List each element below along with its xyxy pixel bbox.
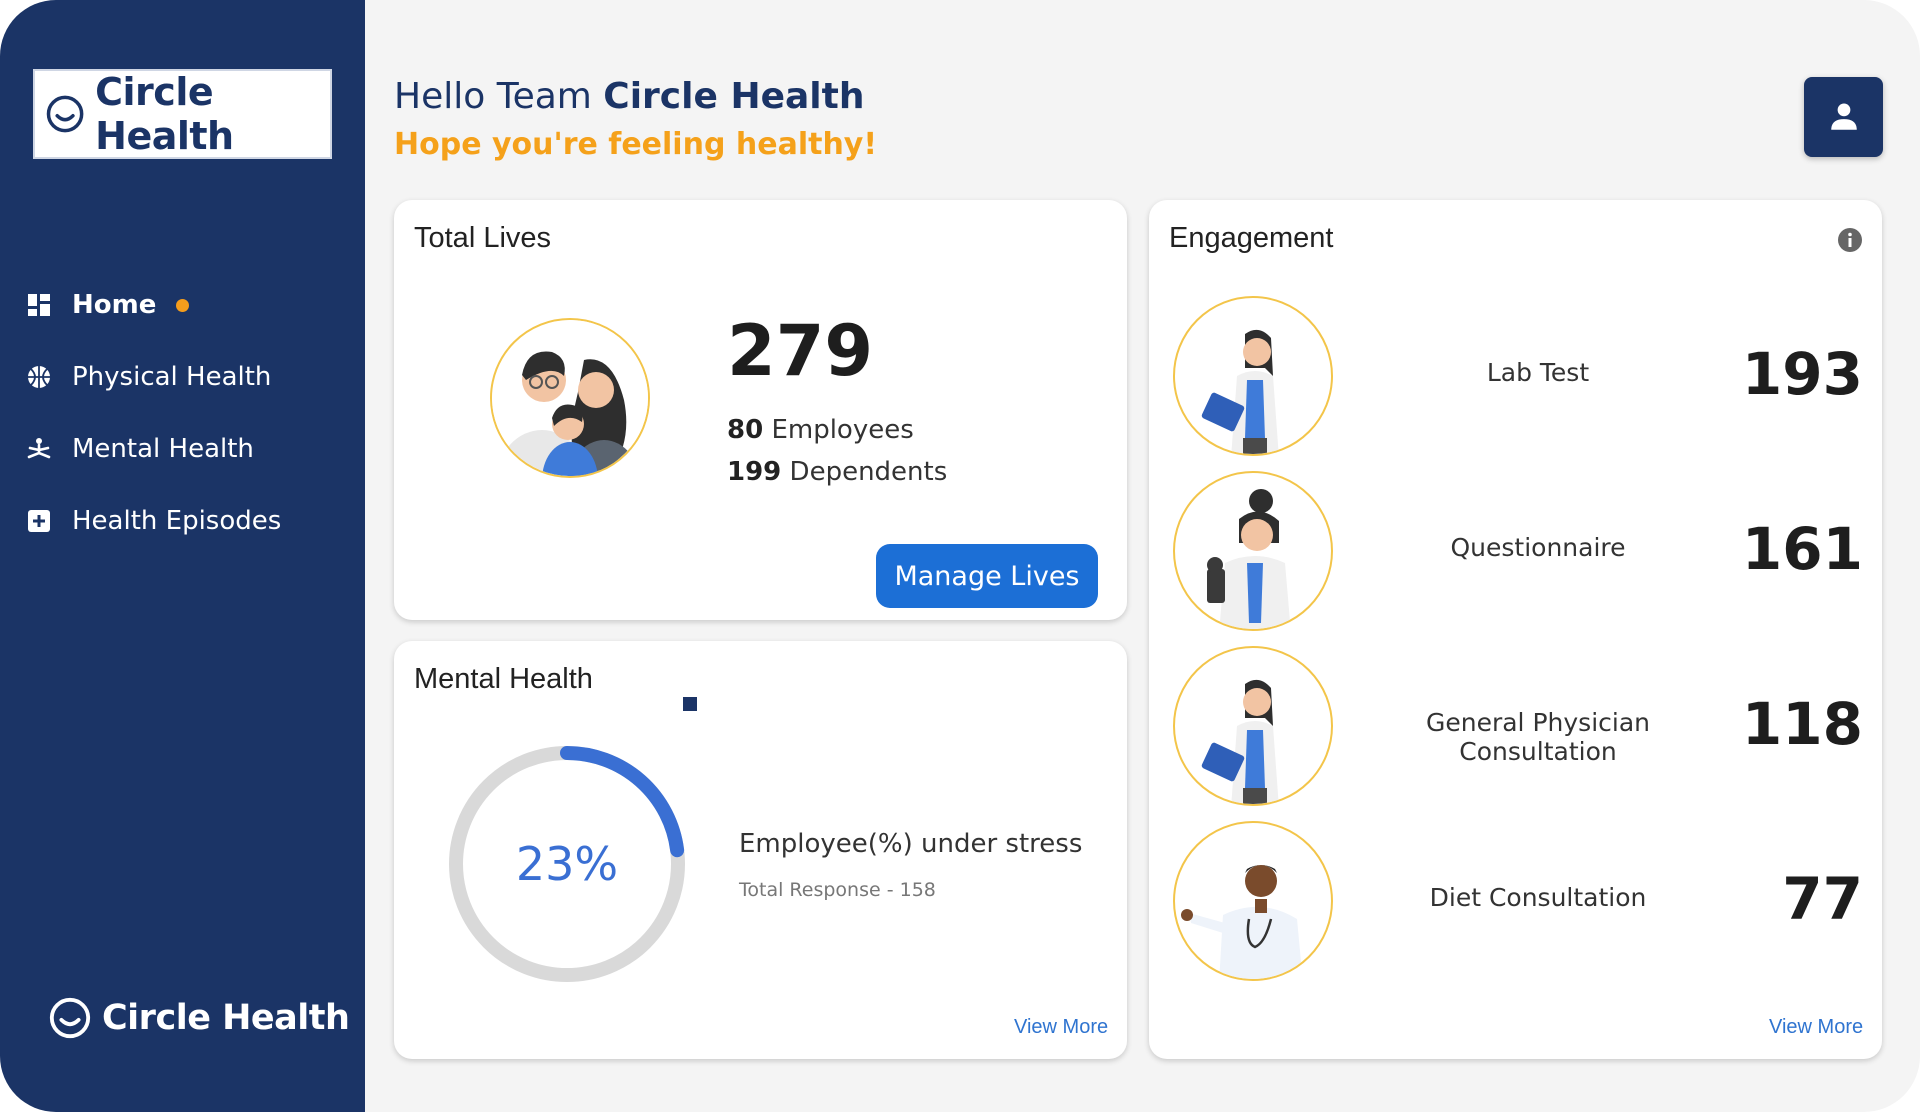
engagement-value: 161 [1741, 515, 1863, 583]
engagement-value: 77 [1782, 865, 1863, 933]
dependents-count: 199 [727, 457, 782, 487]
page-subtitle: Hope you're feeling healthy! [394, 127, 878, 162]
page-greeting: Hello Team Circle Health [394, 76, 864, 117]
manage-lives-button[interactable]: Manage Lives [876, 544, 1098, 608]
engagement-label: Lab Test [1486, 358, 1590, 387]
sidebar-item-label: Mental Health [72, 434, 254, 464]
dashboard-icon [26, 292, 52, 318]
meditation-icon [26, 436, 52, 462]
engagement-label: General Physician Consultation [1425, 708, 1650, 766]
active-indicator-dot [176, 298, 190, 312]
engagement-row-questionnaire: Questionnaire 161 [1173, 471, 1863, 631]
card-title: Mental Health [414, 663, 593, 695]
card-title: Total Lives [414, 222, 552, 254]
basketball-icon [26, 364, 52, 390]
doctor-clipboard-illustration [1173, 646, 1333, 806]
greeting-team-name: Circle Health [603, 76, 865, 117]
sidebar-item-label: Home [72, 290, 157, 320]
sidebar-item-physical-health[interactable]: Physical Health [26, 357, 356, 397]
doctor-clipboard-illustration [1173, 296, 1333, 456]
footer-brand-logo: Circle Health [48, 996, 350, 1040]
legend-marker [683, 697, 697, 711]
sidebar-nav: Home Physical Health Mental Health Hea [26, 285, 356, 573]
user-icon [1830, 103, 1857, 130]
mental-health-card: Mental Health 23% Employee(%) under stre… [394, 641, 1127, 1059]
smile-logo-icon [49, 997, 91, 1039]
sidebar-item-health-episodes[interactable]: Health Episodes [26, 501, 356, 541]
employees-label: Employees [771, 415, 914, 445]
card-title: Engagement [1169, 222, 1334, 254]
greeting-prefix: Hello Team [394, 76, 592, 117]
sidebar-item-label: Physical Health [72, 362, 272, 392]
stress-percent-label: 23% [515, 837, 619, 891]
brand-logo[interactable]: Circle Health [33, 69, 332, 159]
smile-logo-icon [46, 95, 84, 133]
engagement-row-lab-test: Lab Test 193 [1173, 296, 1863, 456]
stress-donut-chart [449, 746, 685, 982]
engagement-label: Questionnaire [1450, 533, 1626, 562]
engagement-value: 118 [1741, 690, 1863, 758]
sidebar: Circle Health Home Physical Health [0, 0, 365, 1112]
total-lives-count: 279 [727, 310, 874, 392]
stress-metric-label: Employee(%) under stress [739, 829, 1083, 859]
engagement-label: Diet Consultation [1429, 883, 1647, 912]
brand-name: Circle Health [95, 70, 234, 158]
sidebar-item-home[interactable]: Home [26, 285, 356, 325]
plus-box-icon [26, 508, 52, 534]
footer-brand-name: Circle Health [102, 998, 350, 1038]
engagement-value: 193 [1741, 340, 1863, 408]
total-response-label: Total Response - 158 [739, 879, 936, 901]
dependents-label: Dependents [789, 457, 948, 487]
profile-button[interactable] [1804, 77, 1883, 157]
info-icon[interactable] [1837, 227, 1863, 253]
engagement-row-general-physician-consultation: General Physician Consultation 118 [1173, 646, 1863, 806]
donut-progress-arc [449, 746, 685, 982]
engagement-card: Engagement Lab Test 193 [1149, 200, 1882, 1059]
sidebar-item-label: Health Episodes [72, 506, 282, 536]
doctor-microscope-illustration [1173, 471, 1333, 631]
total-lives-card: Total Lives 279 80 Employees 19 [394, 200, 1127, 620]
family-illustration [490, 318, 650, 478]
doctor-stethoscope-illustration [1173, 821, 1333, 981]
mental-health-view-more-link[interactable]: View More [1014, 1016, 1109, 1038]
sidebar-item-mental-health[interactable]: Mental Health [26, 429, 356, 469]
employees-count: 80 [727, 415, 764, 445]
employees-count-line: 80 Employees [727, 415, 914, 445]
dependents-count-line: 199 Dependents [727, 457, 947, 487]
engagement-view-more-link[interactable]: View More [1769, 1016, 1864, 1038]
engagement-row-diet-consultation: Diet Consultation 77 [1173, 821, 1863, 981]
